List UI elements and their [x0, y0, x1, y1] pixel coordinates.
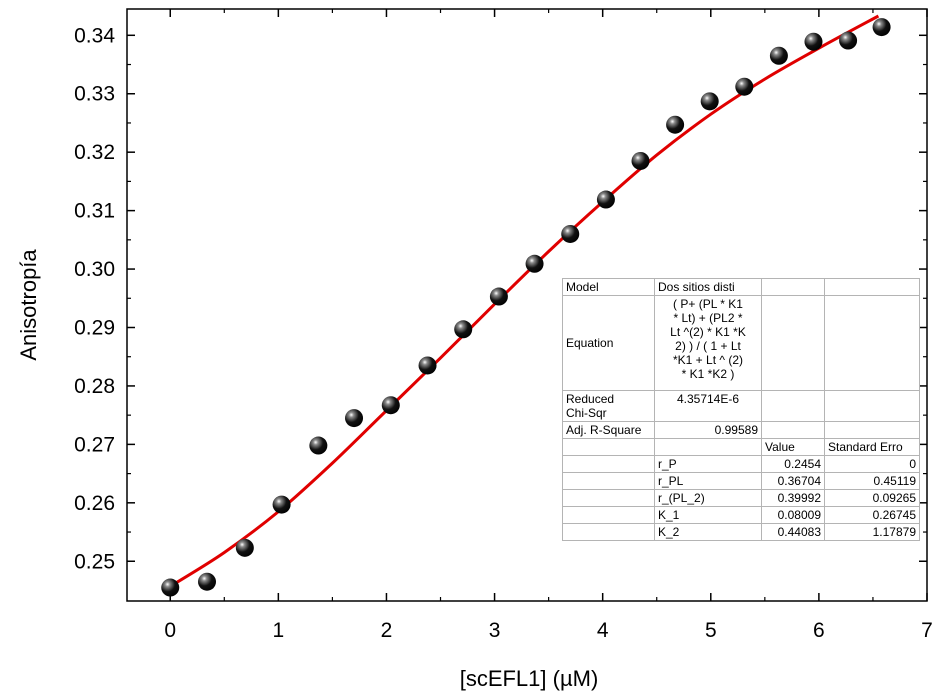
data-point	[235, 538, 254, 557]
data-point	[872, 18, 891, 37]
param-row: r_P 0.2454 0	[562, 455, 920, 473]
param-name: K_2	[654, 523, 762, 541]
x-axis-title: [scEFL1] (µM)	[460, 666, 599, 691]
y-tick-label: 0.25	[74, 550, 115, 573]
data-point	[272, 495, 291, 514]
empty-cell	[761, 421, 825, 439]
param-name: r_(PL_2)	[654, 489, 762, 507]
data-point	[309, 436, 328, 455]
empty-cell	[654, 438, 762, 456]
empty-cell	[562, 455, 655, 473]
data-point	[525, 254, 544, 273]
y-tick-label: 0.27	[74, 433, 115, 456]
chisqr-label: Reduced Chi-Sqr	[562, 390, 655, 422]
table-row: Model Dos sitios disti	[562, 278, 920, 296]
y-tick-label: 0.31	[74, 200, 115, 223]
data-points	[161, 18, 891, 597]
r2-label: Adj. R-Square	[562, 421, 655, 439]
x-tick-label: 6	[813, 619, 825, 642]
data-point	[596, 190, 615, 209]
data-point	[454, 320, 473, 339]
param-row: K_1 0.08009 0.26745	[562, 506, 920, 524]
param-stderr: 1.17879	[824, 523, 920, 541]
empty-cell	[824, 390, 920, 422]
plot-frame	[126, 8, 928, 602]
x-tick-label: 5	[705, 619, 717, 642]
empty-cell	[562, 438, 655, 456]
y-tick-label: 0.26	[74, 492, 115, 515]
equation-value: ( P+ (PL * K1 * Lt) + (PL2 * Lt ^(2) * K…	[654, 295, 762, 391]
table-row: Adj. R-Square 0.99589	[562, 421, 920, 439]
param-row: r_PL 0.36704 0.45119	[562, 472, 920, 490]
fit-results-table: Model Dos sitios disti Equation ( P+ (PL…	[562, 278, 920, 541]
empty-cell	[562, 506, 655, 524]
data-point	[381, 396, 400, 415]
param-row: r_(PL_2) 0.39992 0.09265	[562, 489, 920, 507]
table-row: Equation ( P+ (PL * K1 * Lt) + (PL2 * Lt…	[562, 295, 920, 391]
column-header-stderr: Standard Erro	[824, 438, 920, 456]
param-value: 0.08009	[761, 506, 825, 524]
x-tick-label: 4	[597, 619, 609, 642]
data-point	[700, 92, 719, 111]
x-tick-label: 0	[164, 619, 176, 642]
x-tick-label: 1	[273, 619, 285, 642]
empty-cell	[824, 278, 920, 296]
param-value: 0.39992	[761, 489, 825, 507]
param-name: K_1	[654, 506, 762, 524]
equation-label: Equation	[562, 295, 655, 391]
y-axis-ticks: 0.25 0.26 0.27 0.28 0.29 0.30 0.31 0.32 0.33 0.34	[74, 24, 927, 573]
y-tick-label: 0.32	[74, 141, 115, 164]
column-header-value: Value	[761, 438, 825, 456]
chisqr-value: 4.35714E-6	[654, 390, 762, 422]
table-row: Value Standard Erro	[562, 438, 920, 456]
data-point	[666, 115, 685, 134]
param-stderr: 0.09265	[824, 489, 920, 507]
data-point	[804, 32, 823, 51]
data-point	[345, 409, 364, 428]
empty-cell	[562, 523, 655, 541]
data-point	[839, 31, 858, 50]
empty-cell	[562, 489, 655, 507]
y-tick-label: 0.34	[74, 24, 115, 47]
empty-cell	[761, 295, 825, 391]
param-name: r_P	[654, 455, 762, 473]
param-value: 0.2454	[761, 455, 825, 473]
param-row: K_2 0.44083 1.17879	[562, 523, 920, 541]
empty-cell	[761, 278, 825, 296]
x-tick-label: 7	[921, 619, 933, 642]
param-value: 0.44083	[761, 523, 825, 541]
data-point	[489, 287, 508, 306]
data-point	[735, 77, 754, 96]
param-name: r_PL	[654, 472, 762, 490]
data-point	[198, 572, 216, 591]
y-axis-title: Anisotropía	[16, 249, 41, 361]
table-row: Reduced Chi-Sqr 4.35714E-6	[562, 390, 920, 422]
param-stderr: 0	[824, 455, 920, 473]
data-point	[161, 578, 180, 597]
empty-cell	[562, 472, 655, 490]
x-axis-ticks: 0 1 2 3 4 5 6 7	[164, 9, 933, 642]
x-tick-label: 3	[489, 619, 501, 642]
param-stderr: 0.45119	[824, 472, 920, 490]
y-tick-label: 0.33	[74, 83, 115, 106]
y-tick-label: 0.28	[74, 375, 115, 398]
r2-value: 0.99589	[654, 421, 762, 439]
data-point	[418, 356, 437, 375]
empty-cell	[761, 390, 825, 422]
y-tick-label: 0.29	[74, 316, 115, 339]
y-tick-label: 0.30	[74, 258, 115, 281]
param-value: 0.36704	[761, 472, 825, 490]
data-point	[631, 151, 650, 170]
model-label: Model	[562, 278, 655, 296]
empty-cell	[824, 421, 920, 439]
empty-cell	[824, 295, 920, 391]
x-tick-label: 2	[381, 619, 393, 642]
param-stderr: 0.26745	[824, 506, 920, 524]
data-point	[561, 224, 580, 243]
data-point	[769, 46, 788, 65]
model-value: Dos sitios disti	[654, 278, 762, 296]
